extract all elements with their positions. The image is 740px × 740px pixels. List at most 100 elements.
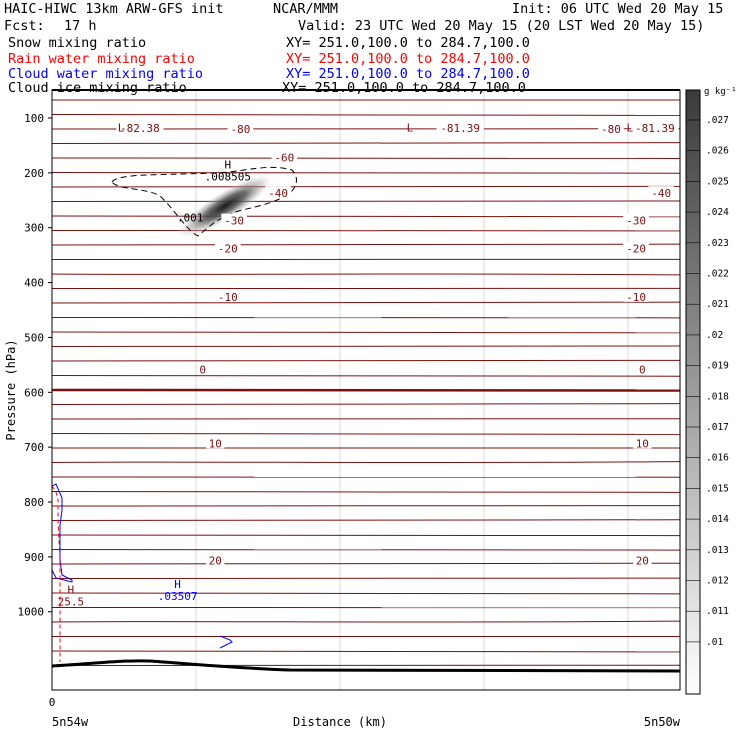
isotherm-line [52,534,680,537]
isotherm-label-bg [215,241,241,254]
low-marker: L [407,121,414,134]
isotherm-line [52,200,680,203]
field-rain-xy: XY= 251.0,100.0 to 284.7,100.0 [286,51,530,67]
temperature-contours [52,99,680,667]
isotherm-line [52,548,680,551]
isotherm-label-bg [116,120,164,133]
field-snow-xy: XY= 251.0,100.0 to 284.7,100.0 [286,35,530,51]
isotherm-line [52,113,680,116]
plot-title: HAIC-HIWC 13km ARW-GFS init [4,1,224,17]
isotherm-line [52,301,680,304]
colorbar-tick-label: .016 [706,453,729,464]
terrain-line [52,659,680,673]
isotherm-label-bg [636,362,648,375]
colorbar-tick-label: .024 [706,207,729,218]
isotherm-label: -20 [218,243,238,256]
field-cloudwater-xy: XY= 251.0,100.0 to 284.7,100.0 [286,66,530,82]
isotherm-label-bg [436,120,484,133]
isotherm-line [52,620,680,623]
x-start-label: 5n54w [52,715,89,729]
colorbar-tick-label: .025 [706,176,729,187]
isotherm-label: 0 [199,363,206,376]
extremum-value: 25.5 [58,596,85,609]
pressure-tick-label: 400 [24,277,44,290]
colorbar-tick-label: .011 [706,606,729,617]
extremum-value: .008505 [205,170,251,183]
field-cloudwater-name: Cloud water mixing ratio [8,66,204,82]
isotherm-line [52,345,680,348]
pressure-axis: 100 200 300 400 500 600 700 800 900 1000 Pressure … [4,112,52,619]
isotherm-label: 10 [636,437,649,450]
isotherm-label-bg [633,436,652,449]
isotherm-label: -20 [626,243,646,256]
colorbar-tick-label: .018 [706,391,729,402]
isotherm-label: -30 [626,215,646,228]
pressure-tick-label: 500 [24,331,44,344]
snow-mixing-ratio-contour [111,166,297,237]
colorbar-tick-label: .02 [706,330,723,341]
isotherm-line [52,650,680,653]
isotherm-label: -40 [268,187,288,200]
field-cloudice-xy: XY= 251.0,100.0 to 284.7,100.0 [282,80,526,96]
valid-time: Valid: 23 UTC Wed 20 May 15 (20 LST Wed … [298,18,705,34]
pressure-tick-label: 100 [24,112,44,125]
extremum-marker: H [174,578,181,591]
isotherm-line [52,171,680,174]
isotherm-label: 10 [209,437,222,450]
colorbar-tick-label: .015 [706,483,729,494]
forecast-hours: 17 h [64,18,97,34]
field-rain-name: Rain water mixing ratio [8,51,195,67]
extremum-value: .03507 [158,590,198,603]
colorbar-tick-label: .014 [706,514,729,525]
forecast-label: Fcst: [4,18,45,34]
isotherm-line [52,142,680,145]
isotherm-label-bg [197,362,209,375]
x-end-label: 5n50w [644,715,681,729]
isotherm-line [52,374,680,377]
isotherm-line [52,562,680,565]
isotherm-label: -80 [601,123,621,136]
cloud-water-contour [52,483,73,583]
colorbar-tick-label: .017 [706,422,729,433]
isotherm-label-bg [631,120,679,133]
isotherm-line [52,490,680,493]
isotherm-label-bg [623,289,649,302]
isotherm-line [52,243,680,246]
colorbar-unit: g kg⁻¹ [704,87,737,97]
pressure-tick-label: 700 [24,441,44,454]
x-axis-title: Distance (km) [293,715,387,729]
isotherm-label-bg [271,150,298,163]
isotherm-label: -81.39 [635,122,675,135]
colorbar-tick-label: .023 [706,238,729,249]
mixing-ratio-fields [52,166,297,662]
isotherm-label: -81.39 [440,122,480,135]
colorbar-tick-label: .027 [706,115,729,126]
distance-axis: 0 Distance (km) 5n54w 5n50w [49,696,681,729]
pressure-tick-label: 800 [24,496,44,509]
field-cloudice-name: Cloud ice mixing ratio [8,80,187,96]
extremum-marker: H [68,584,75,597]
isotherm-line [52,331,680,334]
x-tick-label-origin: 0 [49,696,56,709]
isotherm-label-bg [633,553,652,566]
isotherm-label-bg [215,289,241,302]
extremum-value: .001 [177,211,204,224]
isotherm-line [52,185,680,188]
isotherm-label: -80 [230,123,250,136]
isotherm-line [52,592,680,595]
colorbar-tick-label: .013 [706,545,729,556]
low-marker: L [626,121,633,134]
isotherm-label: -10 [626,291,646,304]
isotherm-label-bg [623,241,649,254]
low-marker: L [118,121,125,134]
isotherm-line [52,403,680,406]
isotherm-label-bg [206,553,225,566]
isotherm-label: 20 [209,555,222,568]
colorbar-tick-label: .021 [706,299,729,310]
field-snow-name: Snow mixing ratio [8,35,147,51]
isotherm-label: -10 [218,291,238,304]
isotherm-label: -60 [274,151,294,164]
isotherm-label-bg [648,186,674,199]
isotherm-label: -30 [224,215,244,228]
